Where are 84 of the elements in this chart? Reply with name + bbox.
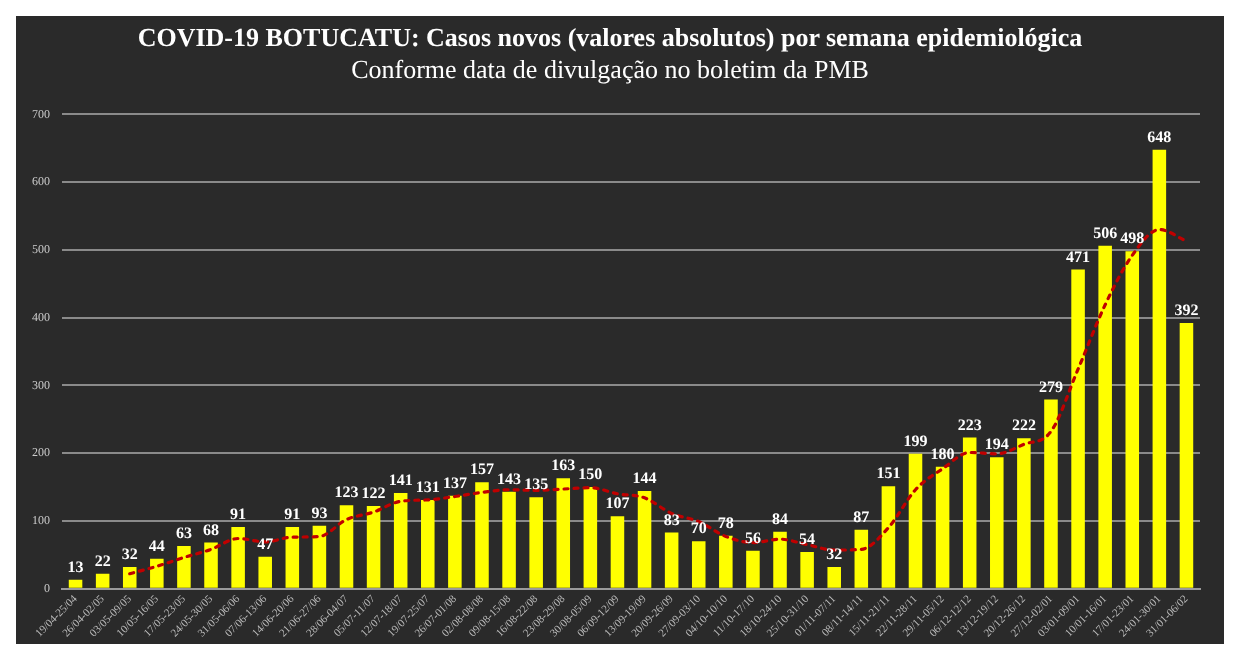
- data-label: 93: [311, 503, 328, 522]
- data-label: 143: [497, 469, 522, 488]
- data-label: 123: [334, 483, 359, 502]
- data-label: 87: [853, 507, 870, 526]
- data-label: 63: [175, 524, 192, 543]
- bar: [746, 550, 760, 588]
- bar: [393, 493, 408, 588]
- data-label: 70: [690, 519, 707, 538]
- bar: [719, 535, 733, 588]
- bar: [990, 457, 1004, 588]
- data-label: 180: [930, 444, 955, 463]
- data-label: 32: [121, 545, 138, 564]
- data-label: 44: [148, 536, 165, 555]
- bar: [583, 487, 598, 588]
- bar: [773, 531, 787, 588]
- bar: [339, 505, 354, 588]
- data-label: 163: [551, 456, 576, 475]
- data-label: 91: [230, 505, 247, 524]
- data-label: 194: [984, 435, 1009, 454]
- bar: [854, 529, 869, 588]
- bar: [448, 495, 462, 588]
- bar: [827, 566, 841, 588]
- bar: [556, 478, 571, 588]
- bar: [312, 525, 327, 588]
- data-label: 392: [1174, 301, 1199, 320]
- data-label: 199: [903, 431, 928, 450]
- data-label: 279: [1038, 377, 1063, 396]
- bar: [1179, 323, 1194, 588]
- data-label: 222: [1011, 416, 1036, 435]
- data-label: 54: [799, 530, 816, 549]
- bar: [529, 497, 543, 588]
- bar: [1017, 438, 1031, 588]
- bar: [881, 486, 896, 588]
- data-label: 150: [578, 465, 603, 484]
- data-label: 471: [1066, 247, 1091, 266]
- bar: [637, 491, 652, 588]
- bar: [664, 532, 679, 588]
- data-label: 135: [524, 475, 549, 494]
- bar: [610, 516, 625, 588]
- chart-title: COVID-19 BOTUCATU: Casos novos (valores absolutos) por semana epidemiológica: [137, 22, 1084, 53]
- data-label: 78: [717, 513, 734, 532]
- bar: [95, 573, 110, 588]
- bar: [1071, 269, 1085, 588]
- data-label: 91: [284, 505, 301, 524]
- bar: [908, 453, 923, 588]
- bar: [122, 566, 137, 588]
- data-label: 151: [876, 464, 901, 483]
- data-label: 498: [1120, 229, 1145, 248]
- data-label: 84: [772, 509, 789, 528]
- bar: [231, 526, 245, 588]
- bar: [258, 556, 272, 588]
- bar: [1044, 399, 1058, 588]
- bar: [1125, 251, 1140, 588]
- data-label: 157: [469, 460, 494, 479]
- bar: [204, 542, 218, 588]
- bar: [421, 499, 435, 588]
- data-label: 144: [632, 469, 657, 488]
- bar: [1098, 245, 1112, 588]
- bar: [935, 466, 950, 588]
- chart-subtitle: Conforme data de divulgação no boletim da PMB: [351, 53, 870, 84]
- data-label: 56: [744, 528, 761, 547]
- bar: [691, 541, 706, 588]
- data-label: 22: [94, 551, 111, 570]
- bar: [475, 482, 489, 588]
- data-label: 13: [67, 557, 84, 576]
- data-label: 141: [388, 471, 413, 490]
- data-label: 506: [1093, 223, 1118, 242]
- bar: [177, 545, 191, 588]
- bar: [285, 526, 300, 588]
- bar: [962, 437, 977, 588]
- data-label: 137: [442, 473, 467, 492]
- data-label: 83: [663, 510, 680, 529]
- bar: [1152, 149, 1167, 588]
- bar: [502, 491, 516, 588]
- bar: [68, 579, 83, 588]
- bar: [366, 505, 381, 588]
- data-label: 223: [957, 415, 982, 434]
- data-label: 68: [203, 520, 220, 539]
- data-label: 107: [605, 494, 630, 513]
- bar: [800, 552, 814, 588]
- data-label: 648: [1147, 127, 1172, 146]
- data-label: 131: [415, 478, 440, 497]
- bar: [150, 558, 164, 588]
- data-label: 122: [361, 484, 386, 503]
